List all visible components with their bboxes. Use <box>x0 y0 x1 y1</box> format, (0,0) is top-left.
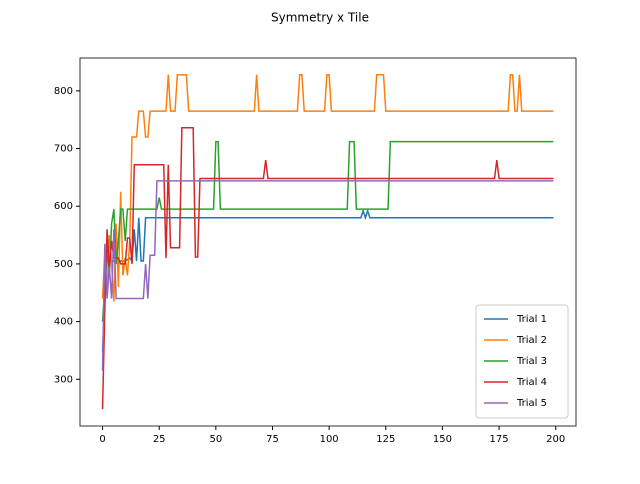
y-tick-label: 700 <box>54 144 73 155</box>
legend-label: Trial 5 <box>516 398 547 409</box>
line-series <box>101 73 554 302</box>
chart-title: Symmetry x Tile <box>271 11 369 25</box>
y-tick-label: 300 <box>54 374 73 385</box>
line-series <box>101 140 554 322</box>
legend-box <box>475 304 569 419</box>
x-tick-label: 150 <box>433 434 452 445</box>
legend-label: Trial 4 <box>516 377 547 388</box>
y-tick-label: 400 <box>54 317 73 328</box>
x-tick-label: 75 <box>266 434 279 445</box>
x-tick-label: 0 <box>99 434 105 445</box>
y-tick-label: 600 <box>54 201 73 212</box>
x-tick-label: 200 <box>546 434 565 445</box>
plot-frame <box>79 57 577 427</box>
y-tick-label: 800 <box>54 86 73 97</box>
x-tick-label: 175 <box>490 434 509 445</box>
x-tick-label: 125 <box>376 434 395 445</box>
x-tick-label: 25 <box>153 434 166 445</box>
x-tick-label: 100 <box>320 434 339 445</box>
line-series <box>101 180 554 371</box>
legend-label: Trial 1 <box>516 314 547 325</box>
x-tick-label: 50 <box>209 434 222 445</box>
legend-label: Trial 3 <box>516 356 547 367</box>
legend-label: Trial 2 <box>516 335 547 346</box>
y-tick-label: 500 <box>54 259 73 270</box>
